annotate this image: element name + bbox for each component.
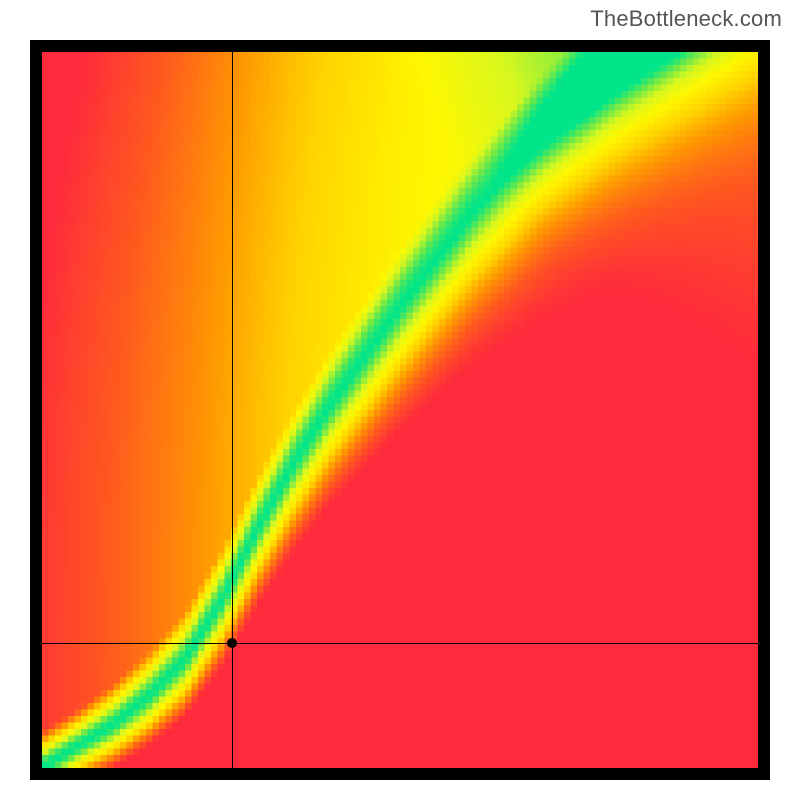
crosshair-horizontal: [42, 643, 758, 644]
crosshair-marker: [227, 638, 237, 648]
bottleneck-heatmap: [42, 52, 758, 768]
plot-frame: [30, 40, 770, 780]
figure-container: TheBottleneck.com: [0, 0, 800, 800]
crosshair-vertical: [232, 52, 233, 768]
watermark-label: TheBottleneck.com: [590, 6, 782, 32]
